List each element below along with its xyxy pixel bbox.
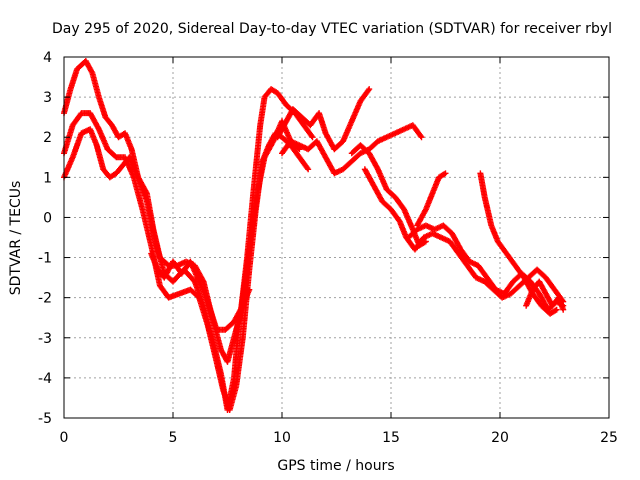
data-point	[418, 134, 425, 141]
series-trace-k	[523, 278, 567, 313]
plot-frame	[63, 56, 610, 419]
y-axis-label: SDTVAR / TECUs	[8, 181, 24, 296]
y-tick-label: 4	[43, 50, 52, 66]
axis-ticks: 0 5 10 15 20 25 -5 -4 -3 -2 -1 0 1 2 3 4	[38, 50, 618, 446]
y-tick-label: 2	[43, 130, 52, 146]
data-point	[553, 306, 560, 313]
y-tick-label: 3	[43, 90, 52, 106]
y-tick-label: -5	[38, 411, 52, 427]
series-trace-f	[348, 142, 429, 249]
series-trace-i	[405, 222, 567, 313]
data-point	[417, 133, 424, 140]
data-point	[365, 87, 372, 94]
x-axis-label: GPS time / hours	[277, 458, 394, 474]
data-point	[308, 133, 315, 140]
data-point	[304, 165, 311, 172]
data-point	[366, 86, 373, 93]
x-tick-label: 0	[60, 430, 69, 446]
y-tick-label: 1	[43, 170, 52, 186]
y-tick-label: 0	[43, 210, 52, 226]
y-tick-label: -4	[38, 371, 52, 387]
data-point	[305, 166, 312, 173]
y-tick-label: -1	[38, 251, 52, 267]
x-tick-label: 10	[273, 430, 291, 446]
series-trace-e	[279, 122, 425, 177]
data-point	[442, 170, 449, 177]
x-tick-label: 25	[600, 430, 618, 446]
series-trace-d	[274, 86, 373, 153]
data-point	[246, 286, 253, 293]
data-points	[61, 58, 567, 413]
chart-title: Day 295 of 2020, Sidereal Day-to-day VTE…	[52, 21, 612, 37]
grid	[64, 57, 609, 418]
y-tick-label: -2	[38, 291, 52, 307]
series-trace-a	[61, 58, 316, 365]
x-tick-label: 5	[169, 430, 178, 446]
series-trace-h	[414, 170, 449, 229]
x-tick-label: 15	[382, 430, 400, 446]
data-point	[560, 306, 567, 313]
x-tick-label: 20	[491, 430, 509, 446]
series-trace-l	[148, 250, 253, 333]
data-point	[309, 134, 316, 141]
y-tick-label: -3	[38, 331, 52, 347]
